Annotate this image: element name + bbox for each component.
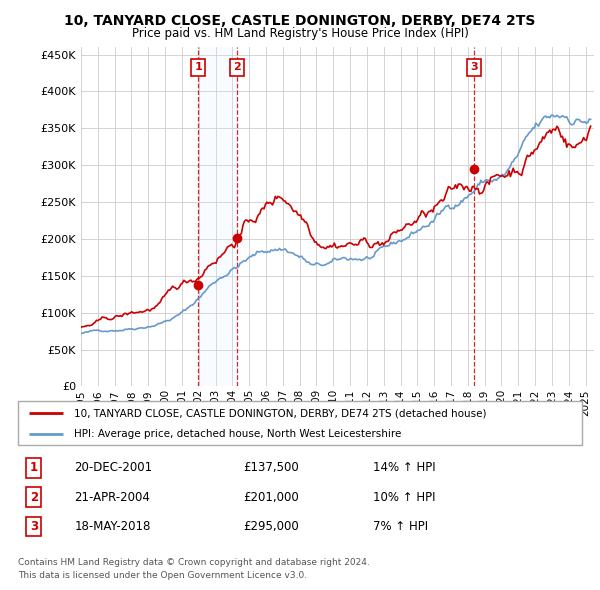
Text: HPI: Average price, detached house, North West Leicestershire: HPI: Average price, detached house, Nort…	[74, 428, 402, 438]
Text: 10, TANYARD CLOSE, CASTLE DONINGTON, DERBY, DE74 2TS: 10, TANYARD CLOSE, CASTLE DONINGTON, DER…	[64, 14, 536, 28]
Text: 1: 1	[194, 63, 202, 73]
Text: 20-DEC-2001: 20-DEC-2001	[74, 461, 152, 474]
Text: £295,000: £295,000	[244, 520, 299, 533]
Text: £137,500: £137,500	[244, 461, 299, 474]
Text: 10, TANYARD CLOSE, CASTLE DONINGTON, DERBY, DE74 2TS (detached house): 10, TANYARD CLOSE, CASTLE DONINGTON, DER…	[74, 408, 487, 418]
Text: 7% ↑ HPI: 7% ↑ HPI	[373, 520, 428, 533]
Text: 10% ↑ HPI: 10% ↑ HPI	[373, 490, 436, 504]
Text: 1: 1	[30, 461, 38, 474]
Text: £201,000: £201,000	[244, 490, 299, 504]
Text: 18-MAY-2018: 18-MAY-2018	[74, 520, 151, 533]
Text: 14% ↑ HPI: 14% ↑ HPI	[373, 461, 436, 474]
Text: This data is licensed under the Open Government Licence v3.0.: This data is licensed under the Open Gov…	[18, 571, 307, 579]
Text: 2: 2	[233, 63, 241, 73]
Text: 21-APR-2004: 21-APR-2004	[74, 490, 150, 504]
Text: Contains HM Land Registry data © Crown copyright and database right 2024.: Contains HM Land Registry data © Crown c…	[18, 558, 370, 566]
FancyBboxPatch shape	[18, 401, 582, 445]
Bar	[198, 47, 238, 386]
Text: 2: 2	[30, 490, 38, 504]
Text: 3: 3	[470, 63, 478, 73]
Text: Price paid vs. HM Land Registry's House Price Index (HPI): Price paid vs. HM Land Registry's House …	[131, 27, 469, 40]
Text: 3: 3	[30, 520, 38, 533]
